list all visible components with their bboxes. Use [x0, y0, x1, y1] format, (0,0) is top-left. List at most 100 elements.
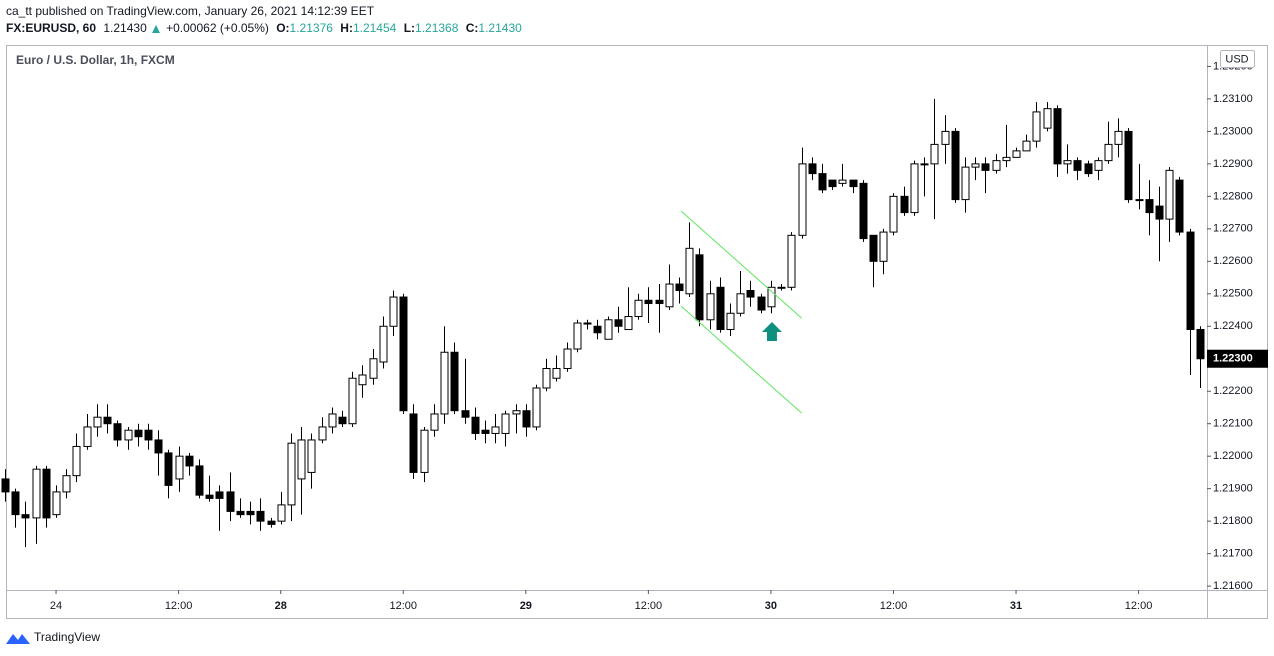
candle-body	[277, 504, 286, 522]
candle-body	[951, 130, 960, 201]
candle-body	[471, 416, 480, 434]
candle-body	[859, 182, 868, 240]
candle-body	[246, 510, 255, 516]
candle-body	[287, 442, 296, 506]
candle-body	[1124, 130, 1133, 201]
candle-body	[369, 358, 378, 379]
logo-icon[interactable]	[6, 634, 30, 644]
candle-body	[124, 429, 133, 441]
candle-body	[236, 510, 245, 516]
candle-body	[1063, 160, 1072, 165]
y-tick-label: 1.21600	[1213, 580, 1253, 592]
candle-body	[32, 468, 41, 519]
chart-title: Euro / U.S. Dollar, 1h, FXCM	[16, 53, 175, 67]
candle-body	[1022, 140, 1031, 152]
candle-body	[563, 348, 572, 369]
candle-body	[164, 452, 173, 486]
candle-body	[1053, 108, 1062, 165]
candle-body	[297, 439, 306, 480]
candle-body	[757, 296, 766, 311]
candle-body	[716, 286, 725, 331]
price: 1.21430	[103, 21, 147, 35]
candle-body	[624, 316, 633, 331]
logo[interactable]: TradingView	[6, 630, 100, 644]
candle-body	[981, 163, 990, 171]
candle-body	[256, 510, 265, 522]
y-tick-label: 1.21900	[1213, 483, 1253, 495]
symbol: FX:EURUSD, 60	[6, 21, 96, 35]
candle-body	[798, 163, 807, 236]
brand[interactable]: TradingView	[34, 630, 100, 644]
candle-body	[1043, 108, 1052, 129]
candle-body	[450, 351, 459, 412]
x-tick-label: 24	[50, 600, 62, 612]
candle-body	[1114, 130, 1123, 145]
candle-body	[552, 367, 561, 379]
candle-body	[1155, 205, 1164, 220]
candle-body	[695, 254, 704, 321]
usd-button-box[interactable]	[1220, 50, 1255, 68]
candle-body	[1196, 329, 1205, 360]
y-tick-label: 1.21700	[1213, 548, 1253, 560]
y-tick-label: 1.23100	[1213, 93, 1253, 105]
candle-body	[430, 413, 439, 431]
candle-body	[849, 179, 858, 188]
candle-body	[900, 195, 909, 214]
candle-body	[134, 429, 143, 438]
candle-body	[726, 312, 735, 331]
candle-body	[706, 293, 715, 321]
y-tick-label: 1.22800	[1213, 190, 1253, 202]
x-tick-label: 12:00	[635, 600, 663, 612]
candle-body	[318, 426, 327, 441]
candle-body	[644, 299, 653, 305]
candle-body	[542, 367, 551, 389]
candle-body	[961, 166, 970, 201]
candle-body	[1084, 163, 1093, 175]
x-tick-label: 12:00	[880, 600, 908, 612]
ohlc-value: 1.21430	[478, 21, 522, 35]
candle-body	[910, 163, 919, 214]
candle-body	[971, 163, 980, 168]
y-tick-label: 1.22500	[1213, 288, 1253, 300]
candle-body	[379, 325, 388, 363]
x-tick-label: 31	[1010, 600, 1022, 612]
candle-body	[358, 374, 367, 386]
candle-body	[889, 195, 898, 233]
usd-button[interactable]: USD	[1220, 50, 1255, 68]
candle-body	[828, 179, 837, 188]
candle-body	[338, 416, 347, 425]
candle-body	[838, 179, 847, 184]
candle-body	[501, 413, 510, 434]
candle-body	[532, 387, 541, 428]
ohlc-label: C:	[466, 21, 479, 35]
candle-body	[1165, 169, 1174, 220]
candle-body	[399, 296, 408, 412]
y-tick-label: 1.22200	[1213, 385, 1253, 397]
candle-body	[11, 491, 20, 516]
candle-body	[113, 423, 122, 441]
candle-body	[665, 283, 674, 308]
candle-body	[481, 429, 490, 434]
candle-body	[869, 234, 878, 262]
trendline	[680, 210, 802, 319]
symbol-line: FX:EURUSD, 60 1.21430 +0.00062 (+0.05%) …	[6, 21, 522, 35]
x-tick-label: 30	[765, 600, 777, 612]
candle-body	[72, 445, 81, 477]
y-tick-label: 1.21800	[1213, 515, 1253, 527]
trendline	[680, 305, 802, 414]
y-tick-label: 1.22400	[1213, 320, 1253, 332]
candle-body	[154, 439, 163, 454]
candle-body	[593, 325, 602, 334]
candle-body	[920, 163, 929, 166]
candle-body	[62, 475, 71, 493]
ohlc-label: O:	[276, 21, 289, 35]
currency[interactable]: USD	[1225, 53, 1248, 65]
candle-body	[389, 296, 398, 327]
candle-body	[93, 416, 102, 428]
candle-body	[1104, 143, 1113, 162]
candle-body	[226, 491, 235, 512]
candle-body	[175, 455, 184, 480]
ohlc-value: 1.21454	[353, 21, 397, 35]
